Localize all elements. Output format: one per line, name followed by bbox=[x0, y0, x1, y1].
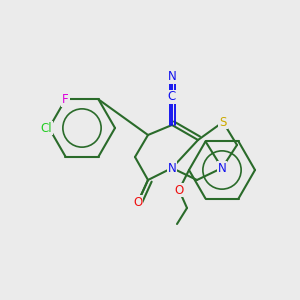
Text: N: N bbox=[168, 161, 176, 175]
Text: O: O bbox=[134, 196, 142, 208]
Text: F: F bbox=[62, 93, 69, 106]
Text: N: N bbox=[218, 161, 226, 175]
Text: N: N bbox=[168, 70, 176, 83]
Text: C: C bbox=[168, 91, 176, 103]
Text: O: O bbox=[174, 184, 184, 196]
Text: S: S bbox=[219, 116, 227, 128]
Text: Cl: Cl bbox=[40, 122, 52, 134]
